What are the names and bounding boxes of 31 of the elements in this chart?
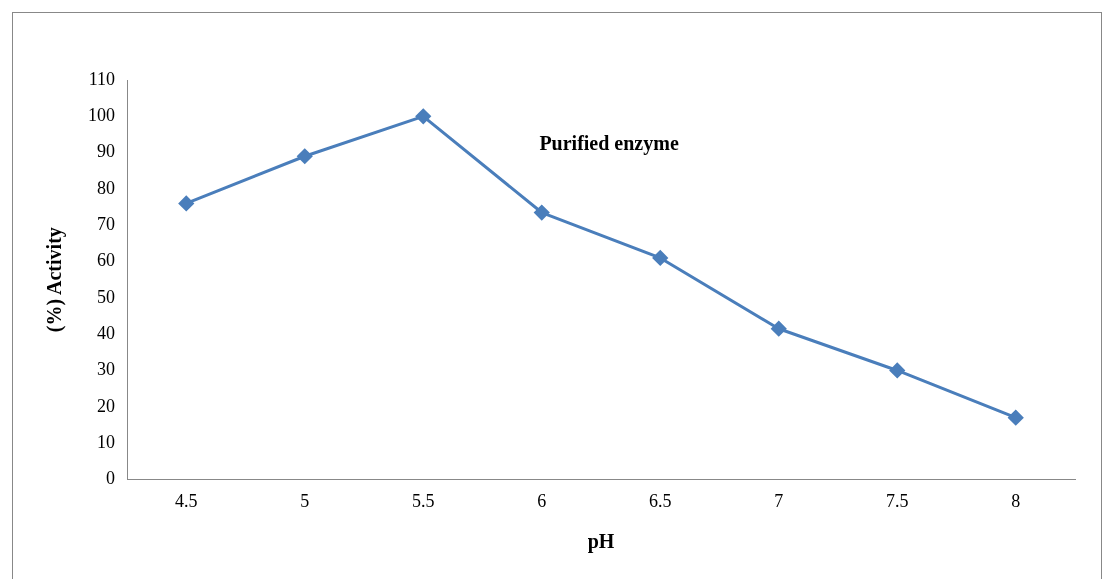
y-tick-label: 60 <box>97 250 115 271</box>
x-tick-label: 8 <box>1011 490 1021 511</box>
y-axis-title: (%) Activity <box>43 227 67 333</box>
point <box>534 205 550 221</box>
x-tick-label: 5 <box>300 490 310 511</box>
y-tick-label: 80 <box>97 177 115 198</box>
x-tick-label: 7.5 <box>886 490 909 511</box>
y-tick-label: 10 <box>97 431 115 452</box>
x-axis-title: pH <box>587 530 615 554</box>
point <box>771 321 787 337</box>
x-tick-label: 4.5 <box>175 490 198 511</box>
y-tick-label: 30 <box>97 359 115 380</box>
y-tick-label: 0 <box>106 468 115 489</box>
x-tick-label: 6.5 <box>649 490 672 511</box>
point <box>178 195 194 211</box>
y-tick-label: 110 <box>88 68 115 89</box>
x-tick-label: 7 <box>774 490 784 511</box>
point <box>1008 410 1024 426</box>
y-tick-label: 100 <box>88 105 115 126</box>
y-tick-label: 40 <box>97 322 115 343</box>
point <box>415 108 431 124</box>
y-tick-label: 90 <box>97 141 115 162</box>
y-tick-label: 50 <box>97 286 115 307</box>
annotation: Purified enzyme <box>539 132 679 156</box>
point <box>297 148 313 164</box>
x-tick-label: 5.5 <box>412 490 435 511</box>
y-tick-label: 20 <box>97 395 115 416</box>
point <box>889 362 905 378</box>
point <box>652 250 668 266</box>
x-tick-label: 6 <box>537 490 547 511</box>
y-tick-label: 70 <box>97 213 115 234</box>
